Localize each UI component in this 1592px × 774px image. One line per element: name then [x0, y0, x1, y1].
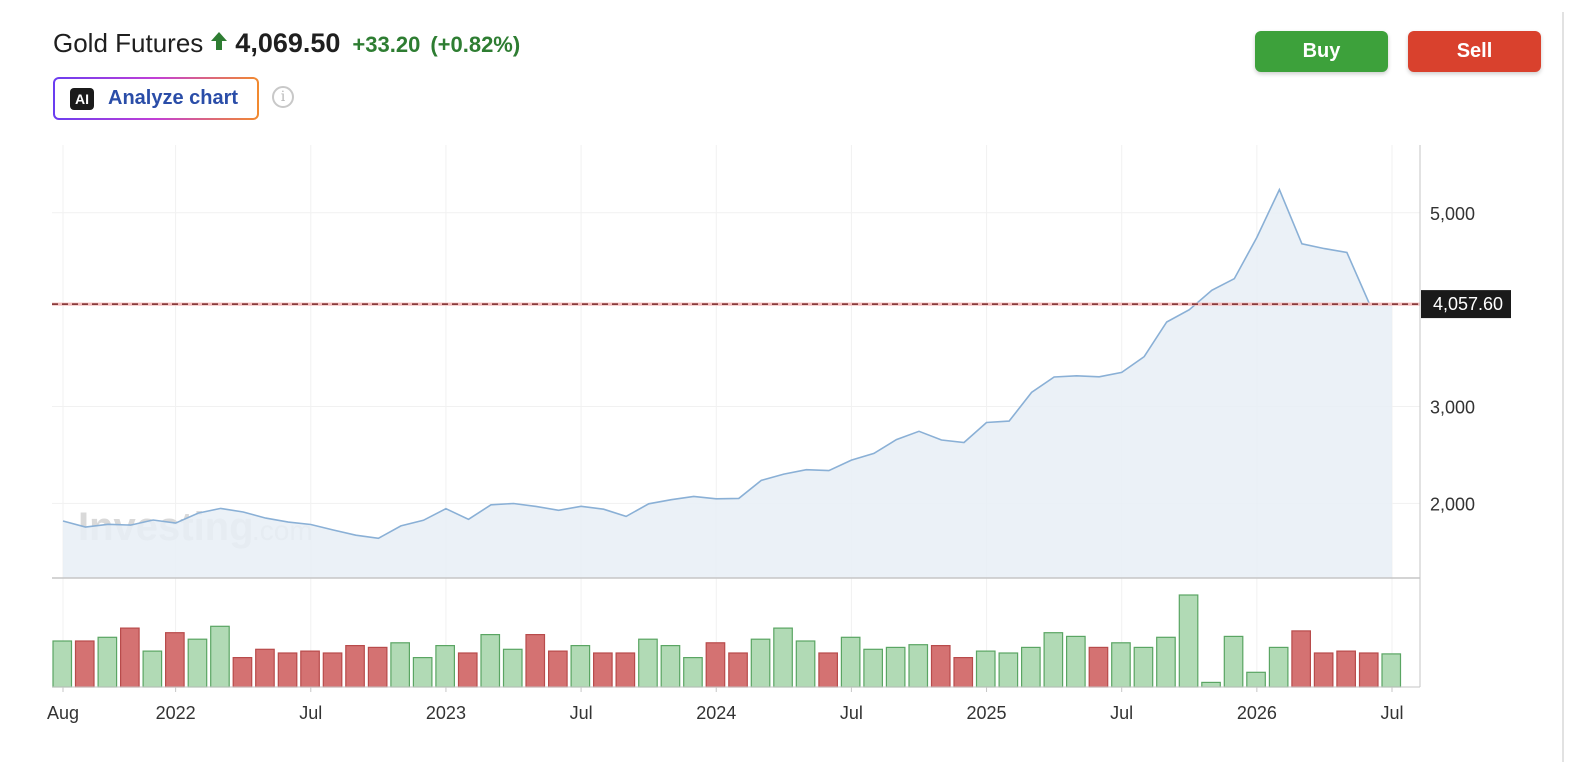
volume-bar-1: [74, 640, 95, 688]
volume-bar-51: [1201, 681, 1221, 688]
volume-bar-14: [367, 646, 388, 688]
volume-bar-55: [1291, 630, 1312, 688]
buy-button[interactable]: Buy: [1255, 31, 1388, 72]
info-icon[interactable]: i: [272, 86, 294, 108]
x-tick-label-4: Jul: [570, 703, 593, 723]
volume-bar-50: [1178, 594, 1199, 688]
panel-divider: [1562, 12, 1564, 762]
volume-bar-5: [165, 632, 185, 688]
reference-label-box: [1421, 290, 1511, 319]
volume-bar-15: [390, 642, 410, 688]
price-line: [62, 187, 1393, 540]
x-tick-label-8: Jul: [1110, 703, 1133, 723]
volume-bar-8: [232, 656, 253, 688]
analyze-chart-button[interactable]: AI Analyze chart: [53, 77, 259, 120]
x-tick-label-6: Jul: [840, 703, 863, 723]
volume-bar-26: [638, 638, 658, 688]
volume-bar-0: [52, 640, 73, 688]
volume-bar-43: [1020, 646, 1041, 688]
volume-bar-34: [818, 652, 839, 688]
volume-bar-16: [412, 656, 433, 688]
volume-bar-4: [142, 650, 163, 688]
x-tick-label-7: 2025: [967, 703, 1007, 723]
volume-bar-30: [728, 652, 748, 688]
x-tick-label-0: Aug: [47, 703, 79, 723]
x-tick-label-1: 2022: [156, 703, 196, 723]
volume-bar-40: [953, 656, 974, 688]
volume-bar-52: [1223, 635, 1244, 688]
volume-bar-22: [547, 650, 568, 688]
volume-bars: [52, 594, 1402, 688]
y-tick-label-2: 2,000: [1430, 494, 1475, 514]
volume-bar-42: [998, 652, 1019, 688]
reference-label: 4,057.60: [1433, 294, 1503, 314]
price-area-fill: [63, 189, 1392, 578]
volume-bar-37: [885, 646, 906, 688]
y-tick-label-0: 5,000: [1430, 204, 1475, 224]
volume-bar-2: [97, 636, 118, 688]
volume-bar-58: [1358, 652, 1379, 688]
x-tick-label-3: 2023: [426, 703, 466, 723]
chart-axes: [52, 145, 1421, 688]
volume-bar-32: [773, 627, 793, 688]
sell-button[interactable]: Sell: [1408, 31, 1541, 72]
volume-bar-33: [795, 640, 816, 688]
volume-bar-20: [502, 648, 523, 688]
volume-bar-6: [187, 638, 208, 688]
volume-bar-36: [863, 648, 884, 688]
volume-bar-13: [345, 644, 365, 688]
instrument-name: Gold Futures: [53, 28, 204, 58]
last-price: 4,069.50: [235, 28, 341, 58]
volume-bar-38: [908, 644, 929, 688]
volume-bar-54: [1268, 646, 1289, 688]
volume-bar-10: [277, 652, 298, 688]
volume-bar-56: [1313, 652, 1334, 688]
volume-bar-59: [1381, 653, 1402, 688]
volume-bar-9: [255, 648, 275, 688]
x-tick-label-5: 2024: [696, 703, 736, 723]
reference-line: 4,057.60: [52, 290, 1511, 319]
volume-bar-25: [615, 652, 636, 688]
ai-icon: AI: [70, 87, 94, 110]
price-change-percent: (+0.82%): [430, 32, 521, 57]
volume-bar-24: [592, 652, 613, 688]
volume-bar-45: [1065, 635, 1086, 688]
volume-bar-7: [210, 625, 230, 688]
x-tick-label-9: 2026: [1237, 703, 1277, 723]
price-change: +33.20: [352, 32, 421, 57]
volume-bar-53: [1246, 671, 1266, 688]
volume-bar-29: [705, 642, 726, 688]
volume-bar-23: [570, 644, 591, 688]
volume-bar-28: [683, 656, 703, 688]
x-tick-label-10: Jul: [1380, 703, 1403, 723]
analyze-chart-label: Analyze chart: [108, 87, 239, 109]
y-tick-label-1: 3,000: [1430, 398, 1475, 418]
volume-bar-49: [1156, 636, 1176, 688]
volume-bar-46: [1088, 646, 1109, 688]
volume-bar-35: [840, 636, 861, 688]
x-axis-ticks: Aug 2022 Jul 2023 Jul 2024 Jul 2025 Jul 2026 Jul: [47, 687, 1404, 723]
volume-bar-48: [1133, 646, 1154, 688]
up-arrow-icon: [211, 32, 228, 55]
volume-bar-19: [480, 633, 501, 688]
y-axis-ticks: 5,000 3,000 2,000: [1430, 204, 1475, 515]
volume-bar-57: [1336, 650, 1357, 688]
volume-bar-44: [1043, 632, 1064, 688]
volume-bar-31: [750, 638, 771, 688]
quote-header: Gold Futures 4,069.50 +33.20 (+0.82%): [53, 28, 530, 59]
price-area: [62, 187, 1393, 578]
volume-bar-12: [322, 652, 343, 688]
volume-bar-21: [525, 633, 546, 688]
volume-bar-11: [300, 650, 320, 688]
volume-bar-17: [435, 644, 455, 688]
volume-bar-39: [930, 644, 951, 688]
x-tick-label-2: Jul: [299, 703, 322, 723]
volume-bar-27: [660, 644, 681, 688]
volume-bar-3: [119, 627, 140, 688]
volume-bar-18: [457, 652, 478, 688]
volume-bar-47: [1111, 642, 1131, 688]
volume-bar-41: [975, 650, 996, 688]
